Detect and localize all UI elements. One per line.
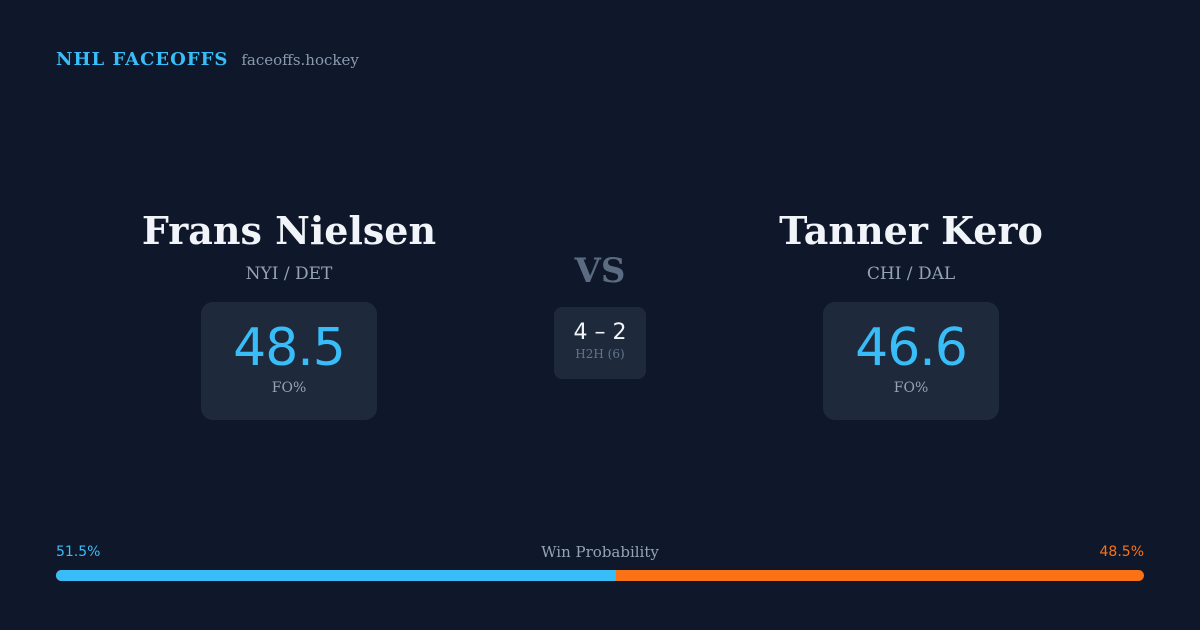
win-probability-fill	[56, 570, 617, 581]
win-probability-left: 51.5%	[56, 544, 101, 560]
player-teams: CHI / DAL	[866, 264, 956, 284]
player-right: Tanner Kero CHI / DAL 46.6 FO%	[711, 206, 1111, 420]
head-to-head-score: 4 – 2	[573, 320, 627, 345]
player-name: Tanner Kero	[779, 208, 1043, 253]
player-name: Frans Nielsen	[141, 208, 437, 253]
head-to-head-card: 4 – 2 H2H (6)	[554, 307, 646, 379]
faceoff-percentage-value: 48.5	[233, 318, 346, 378]
faceoff-percentage-value: 46.6	[855, 318, 968, 378]
faceoff-percentage-card: 48.5 FO%	[201, 302, 377, 420]
player-left: Frans Nielsen NYI / DET 48.5 FO%	[89, 206, 489, 420]
faceoff-percentage-label: FO%	[271, 380, 307, 396]
versus-label: VS	[574, 251, 626, 291]
win-probability: 51.5% Win Probability 48.5%	[56, 542, 1144, 581]
head-to-head-label: H2H (6)	[575, 347, 625, 361]
player-teams: NYI / DET	[245, 264, 333, 284]
brand-site: faceoffs.hockey	[241, 51, 359, 69]
win-probability-bar	[56, 570, 1144, 581]
win-probability-right: 48.5%	[1099, 544, 1144, 560]
faceoff-percentage-label: FO%	[893, 380, 929, 396]
brand-name: NHL FACEOFFS	[56, 49, 229, 70]
win-probability-labels: 51.5% Win Probability 48.5%	[56, 542, 1144, 564]
brand-header: NHL FACEOFFS faceoffs.hockey	[56, 49, 359, 70]
win-probability-title: Win Probability	[541, 543, 659, 561]
faceoff-percentage-card: 46.6 FO%	[823, 302, 999, 420]
